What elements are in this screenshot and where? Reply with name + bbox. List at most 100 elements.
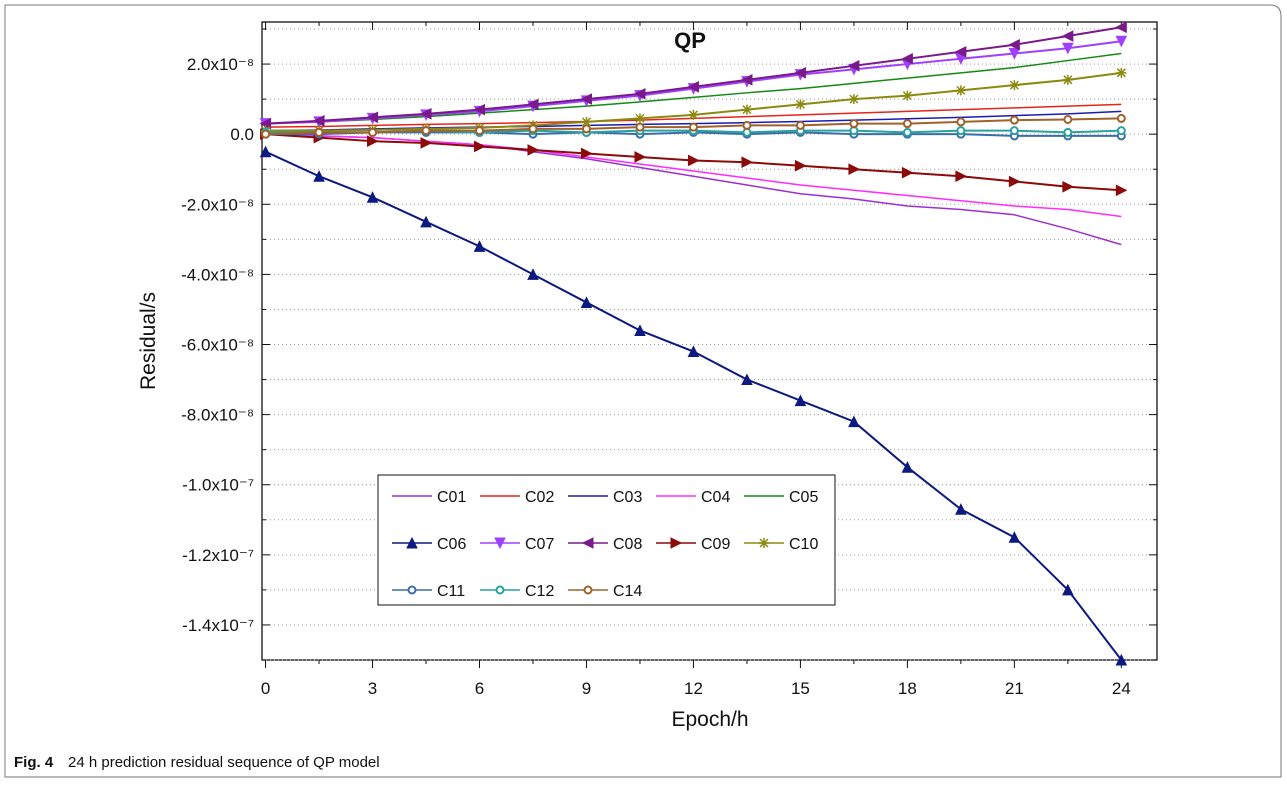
caption: 24 h prediction residual sequence of QP … [68,754,380,771]
legend-label: C09 [701,536,730,553]
marker [1062,583,1074,596]
y-tick-label: -8.0x10⁻⁸ [181,406,254,425]
legend-label: C05 [789,489,818,506]
x-tick-label: 24 [1112,679,1131,698]
marker [580,147,593,160]
series-line [265,52,1122,125]
series [261,113,1126,139]
y-tick-label: -4.0x10⁻⁸ [181,265,254,284]
legend-label: C10 [789,536,818,553]
marker [902,90,913,101]
chart-title: QP [674,28,706,53]
legend-label: C02 [525,489,554,506]
marker [1008,38,1020,51]
marker [527,268,539,280]
marker [740,74,753,86]
marker [901,166,914,179]
marker [259,145,272,158]
series [259,21,1127,130]
marker [474,140,486,153]
marker [1063,114,1073,124]
marker [955,85,966,96]
marker [634,113,645,124]
y-tick-label: 0.0 [230,125,254,144]
x-tick-label: 18 [898,679,917,698]
marker [314,127,324,137]
x-tick-label: 3 [368,679,377,698]
marker [902,127,912,137]
marker [849,126,859,136]
marker [687,154,700,167]
legend-marker [759,538,769,548]
marker [1061,30,1074,42]
marker [849,119,859,129]
marker [526,98,539,111]
marker [795,120,805,130]
y-axis-label: Residual/s [137,292,160,390]
marker [1008,175,1021,188]
marker [366,111,379,124]
marker [473,103,486,116]
marker [742,120,752,130]
marker [1116,67,1127,78]
marker [741,156,754,169]
x-tick-label: 9 [582,679,591,698]
marker [848,415,860,428]
legend-marker [670,537,683,549]
marker [687,81,699,93]
legend-label: C04 [701,489,730,506]
marker [1115,184,1128,197]
series-line [265,133,1122,218]
legend-label: C06 [437,536,466,553]
marker [1062,74,1073,85]
marker [419,108,432,120]
legend-label: C01 [437,489,466,506]
plot-frame [261,21,1158,661]
marker [1008,48,1021,60]
marker [848,163,861,176]
marker [581,124,591,134]
marker [367,135,379,147]
marker [901,52,913,65]
legend-marker [495,585,505,595]
marker [635,122,645,132]
legend-label: C07 [525,536,554,553]
marker [955,170,968,183]
marker [1115,21,1127,34]
series [265,133,1122,246]
x-tick-label: 12 [684,679,703,698]
marker [312,115,325,127]
series [265,52,1122,125]
marker [687,345,700,358]
y-tick-label: 2.0x10⁻⁸ [187,55,254,74]
x-tick-label: 0 [261,679,270,698]
marker [1009,80,1020,91]
x-tick-label: 6 [475,679,484,698]
marker [527,144,540,156]
marker [794,67,806,79]
marker [634,324,646,336]
series-line [265,71,1122,132]
marker [848,94,859,105]
marker [420,215,432,228]
x-tick-label: 15 [791,679,810,698]
marker [741,373,753,386]
legend-marker [407,585,417,595]
legend-marker [583,585,593,595]
y-tick-label: -2.0x10⁻⁸ [181,195,254,214]
marker [1063,127,1073,137]
marker [633,88,646,100]
marker [1062,42,1074,55]
legend-label: C11 [437,583,465,600]
marker [902,119,912,129]
marker [1115,35,1128,48]
marker [794,159,807,172]
marker [795,99,806,110]
y-tick-label: -1.2x10⁻⁷ [182,546,254,565]
marker [1115,653,1128,666]
marker [1009,126,1019,136]
marker [954,45,967,58]
y-tick-label: -1.4x10⁻⁷ [182,616,254,635]
